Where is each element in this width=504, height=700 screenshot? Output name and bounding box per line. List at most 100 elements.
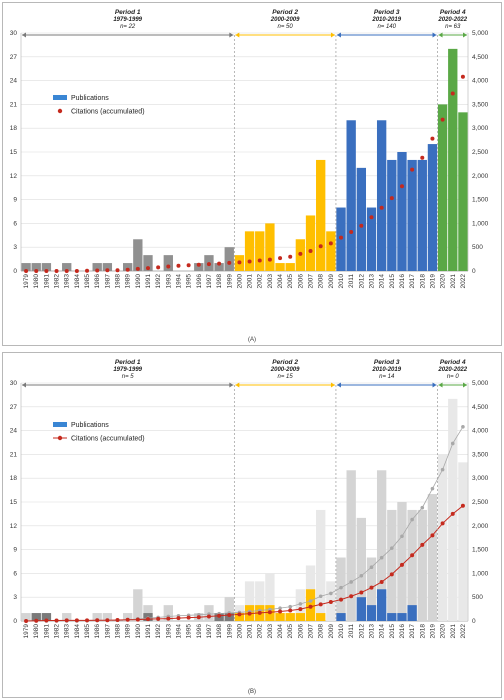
citation-point xyxy=(258,259,262,263)
citation-point xyxy=(55,269,59,273)
y-tick-label: 3 xyxy=(13,594,17,601)
x-tick-label: 1988 xyxy=(115,624,122,639)
x-tick-label: 1987 xyxy=(104,274,111,289)
citation-point xyxy=(258,611,262,615)
chart-b: 0 3 6 9 12 15 18 21 24 27 30 0 500 1,000 1,500 2,000 2,5… xyxy=(3,353,503,699)
citation-point xyxy=(278,256,282,260)
x-tick-label: 2008 xyxy=(318,624,325,639)
period-years: 2010-2019 xyxy=(371,367,401,373)
legend-swatch-citations xyxy=(58,436,62,440)
x-tick-label: 2015 xyxy=(389,274,396,289)
citation-point xyxy=(227,261,231,265)
citation-point xyxy=(237,260,241,264)
x-tick-label: 1999 xyxy=(226,274,233,289)
x-tick-label: 1996 xyxy=(196,624,203,639)
publication-bar xyxy=(326,231,335,271)
period-years: 2000-2009 xyxy=(270,17,300,23)
x-tick-label: 1993 xyxy=(165,624,172,639)
citation-point xyxy=(319,602,323,606)
citation-point xyxy=(176,264,180,268)
legend-label-citations: Citations (accumulated) xyxy=(71,436,145,443)
period-count: n= 15 xyxy=(278,374,294,380)
x-tick-label: 1979 xyxy=(23,274,30,289)
x-tick-label: 1987 xyxy=(104,624,111,639)
x-tick-label: 2014 xyxy=(379,624,386,639)
legend-label-publications: Publications xyxy=(71,422,109,429)
x-tick-label: 1982 xyxy=(54,624,61,639)
y2-tick-label: 4,500 xyxy=(472,54,489,61)
x-tick-label: 1991 xyxy=(145,624,152,639)
y2-tick-label: 4,000 xyxy=(472,78,489,85)
citation-point xyxy=(380,580,384,584)
y2-tick-label: 2,000 xyxy=(472,523,489,530)
x-tick-label: 2017 xyxy=(409,624,416,639)
y2-tick-label: 3,000 xyxy=(472,475,489,482)
x-tick-label: 2012 xyxy=(358,624,365,639)
panel-a: 0 3 6 9 12 15 18 21 24 27 30 0 500 1,000 1,500 2,000 2,5… xyxy=(2,2,502,346)
y2-tick-label: 2,500 xyxy=(472,149,489,156)
citation-point xyxy=(85,618,89,622)
period-years: 2020-2022 xyxy=(437,367,467,373)
x-tick-label: 2019 xyxy=(429,274,436,289)
x-tick-label: 1997 xyxy=(206,274,213,289)
publication-bar xyxy=(357,168,366,271)
x-tick-label: 1998 xyxy=(216,274,223,289)
period-count: n= 22 xyxy=(120,24,136,30)
period-title: Period 1 xyxy=(115,359,141,366)
citation-point xyxy=(237,612,241,616)
x-tick-label: 2015 xyxy=(389,624,396,639)
panel-b-label: (B) xyxy=(3,689,501,695)
citation-point xyxy=(85,269,89,273)
y-tick-label: 9 xyxy=(13,547,17,554)
citation-point xyxy=(268,610,272,614)
citation-point xyxy=(329,241,333,245)
citation-point xyxy=(44,269,48,273)
x-tick-label: 2009 xyxy=(328,624,335,639)
publication-bar xyxy=(265,223,274,271)
citation-point xyxy=(105,268,109,272)
citation-point xyxy=(207,262,211,266)
period-title: Period 3 xyxy=(374,359,400,366)
citation-point xyxy=(248,612,252,616)
y-tick-label: 18 xyxy=(10,125,18,132)
citation-point xyxy=(55,619,59,623)
period-title: Period 1 xyxy=(115,9,141,16)
citation-point xyxy=(420,543,424,547)
background-bar xyxy=(438,454,447,621)
citation-point xyxy=(390,196,394,200)
reference-citation-point xyxy=(451,442,455,446)
x-tick-label: 1993 xyxy=(165,274,172,289)
y2-tick-label: 5,000 xyxy=(472,380,489,387)
y2-tick-label: 1,500 xyxy=(472,197,489,204)
x-tick-label: 1989 xyxy=(125,624,132,639)
reference-citation-point xyxy=(278,606,282,610)
background-bar xyxy=(418,510,427,621)
y2-tick-label: 3,500 xyxy=(472,451,489,458)
publication-bar xyxy=(296,613,305,621)
y2-tick-label: 1,000 xyxy=(472,220,489,227)
period-title: Period 2 xyxy=(272,359,298,366)
citation-point xyxy=(116,618,120,622)
x-tick-label: 1984 xyxy=(74,274,81,289)
citation-point xyxy=(126,268,130,272)
x-tick-label: 2018 xyxy=(419,624,426,639)
x-tick-label: 1998 xyxy=(216,624,223,639)
period-count: n= 0 xyxy=(447,374,460,380)
x-tick-label: 1988 xyxy=(115,274,122,289)
x-tick-label: 2013 xyxy=(368,624,375,639)
citation-point xyxy=(298,252,302,256)
x-tick-label: 2004 xyxy=(277,624,284,639)
period-title: Period 4 xyxy=(440,9,466,16)
y2-tick-label: 0 xyxy=(472,268,476,275)
citation-point xyxy=(349,594,353,598)
citation-point xyxy=(156,265,160,269)
x-tick-label: 2002 xyxy=(257,274,264,289)
x-tick-label: 2004 xyxy=(277,274,284,289)
citation-point xyxy=(217,614,221,618)
publication-bar xyxy=(377,589,386,621)
citation-point xyxy=(288,255,292,259)
period-title: Period 4 xyxy=(440,359,466,366)
x-tick-label: 2008 xyxy=(318,274,325,289)
publication-bar xyxy=(336,613,345,621)
x-tick-label: 1991 xyxy=(145,274,152,289)
